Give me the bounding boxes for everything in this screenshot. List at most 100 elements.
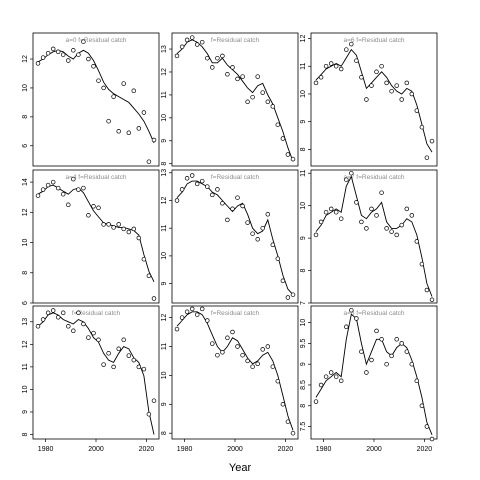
y-tick-label: 13 [22, 318, 29, 326]
observed-point [429, 436, 435, 442]
y-tick-label: 8 [22, 432, 29, 436]
observed-point [76, 187, 81, 192]
x-tick-label: 2000 [227, 446, 243, 453]
observed-point [96, 337, 101, 343]
observed-point [354, 58, 359, 63]
observed-point [71, 176, 76, 182]
panel-7: 8 9 10 11 12 13 1980 2000 2020 f=Residual catch [22, 305, 160, 453]
observed-point [260, 90, 265, 95]
observed-point [369, 206, 374, 212]
y-tick-label: 9 [300, 362, 307, 366]
x-tick-label: 1980 [177, 446, 193, 453]
observed-point [101, 85, 106, 91]
observed-point [328, 61, 334, 66]
y-tick-label: 12 [161, 314, 168, 322]
fitted-series-line [37, 184, 155, 282]
observed-point [121, 337, 126, 343]
observed-point [338, 216, 344, 221]
x-tick-label: 2020 [139, 446, 155, 453]
observed-point [40, 317, 46, 322]
y-tick-label: 6 [22, 144, 29, 148]
fitted-series-line [176, 311, 294, 431]
observed-point [131, 357, 137, 363]
y-tick-label: 12 [161, 196, 168, 204]
observed-point [349, 170, 354, 176]
observed-point [111, 225, 116, 230]
observed-point [116, 129, 121, 134]
y-tick-label: 12 [22, 340, 29, 348]
observed-point [205, 55, 210, 61]
y-tick-label: 10 [161, 371, 168, 379]
x-tick-label: 2020 [278, 446, 294, 453]
observed-point [55, 49, 61, 55]
panel-6: 7 8 9 10 11 a=7 f=Residual catch [300, 170, 438, 305]
observed-point [106, 351, 111, 356]
observed-point [270, 242, 276, 248]
y-tick-label: 12 [161, 68, 168, 76]
y-tick-label: 11 [161, 224, 168, 231]
observed-point [349, 41, 354, 47]
observed-point [111, 364, 116, 370]
observed-point [235, 76, 240, 82]
observed-point [235, 195, 240, 200]
observed-point [338, 378, 344, 384]
observed-point [270, 364, 276, 369]
x-tick-label: 2020 [417, 446, 433, 453]
y-tick-label: 10 [300, 202, 307, 210]
observed-point [199, 306, 205, 312]
observed-point [126, 353, 132, 358]
observed-point [359, 75, 364, 80]
observed-point [76, 52, 81, 57]
observed-point [389, 353, 394, 359]
observed-point [429, 138, 435, 144]
observed-point [215, 352, 220, 358]
y-tick-label: 8 [300, 147, 307, 151]
observed-point [121, 81, 126, 86]
observed-point [66, 58, 71, 63]
panel-frame [32, 305, 160, 440]
observed-point [399, 97, 404, 102]
observed-point [106, 222, 111, 227]
observed-point [379, 337, 384, 342]
observed-point [280, 278, 286, 284]
observed-point [374, 213, 379, 218]
observed-point [50, 46, 56, 52]
observed-point [344, 47, 349, 52]
observed-point [215, 187, 220, 192]
observed-point [50, 179, 56, 185]
observed-point [116, 222, 121, 227]
observed-point [399, 222, 404, 228]
observed-point [230, 329, 235, 335]
y-tick-label: 8 [161, 162, 168, 166]
x-tick-label: 2000 [88, 446, 104, 453]
observed-point [230, 206, 235, 212]
observed-point [404, 80, 410, 86]
panel-9: 7.5 8 8.5 9 9.5 10 1980 2000 2020 a=8 f=Residual … [300, 305, 438, 453]
observed-point [318, 382, 324, 388]
observed-point [364, 370, 369, 375]
observed-point [250, 94, 255, 100]
observed-point [136, 126, 142, 131]
y-tick-label: 9 [161, 402, 168, 406]
observed-point [205, 318, 210, 323]
observed-point [290, 430, 296, 436]
observed-point [45, 182, 51, 188]
y-tick-label: 12 [22, 55, 29, 63]
observed-point [179, 187, 185, 192]
y-tick-label: 10 [300, 90, 307, 98]
observed-point [409, 361, 415, 367]
observed-point [245, 358, 250, 364]
observed-point [333, 63, 339, 69]
observed-point [146, 159, 152, 164]
y-tick-label: 10 [22, 239, 29, 247]
y-tick-label: 8 [161, 431, 168, 435]
observed-point [184, 309, 190, 315]
y-tick-label: 11 [161, 343, 168, 350]
panel-label: f=Residual catch [211, 37, 260, 44]
observed-point [179, 315, 185, 320]
panel-label: f=Residual catch [72, 310, 121, 317]
panel-frame [310, 32, 438, 167]
y-tick-label: 10 [161, 114, 168, 122]
observed-point [384, 80, 389, 86]
y-tick-label: 9 [300, 120, 307, 124]
